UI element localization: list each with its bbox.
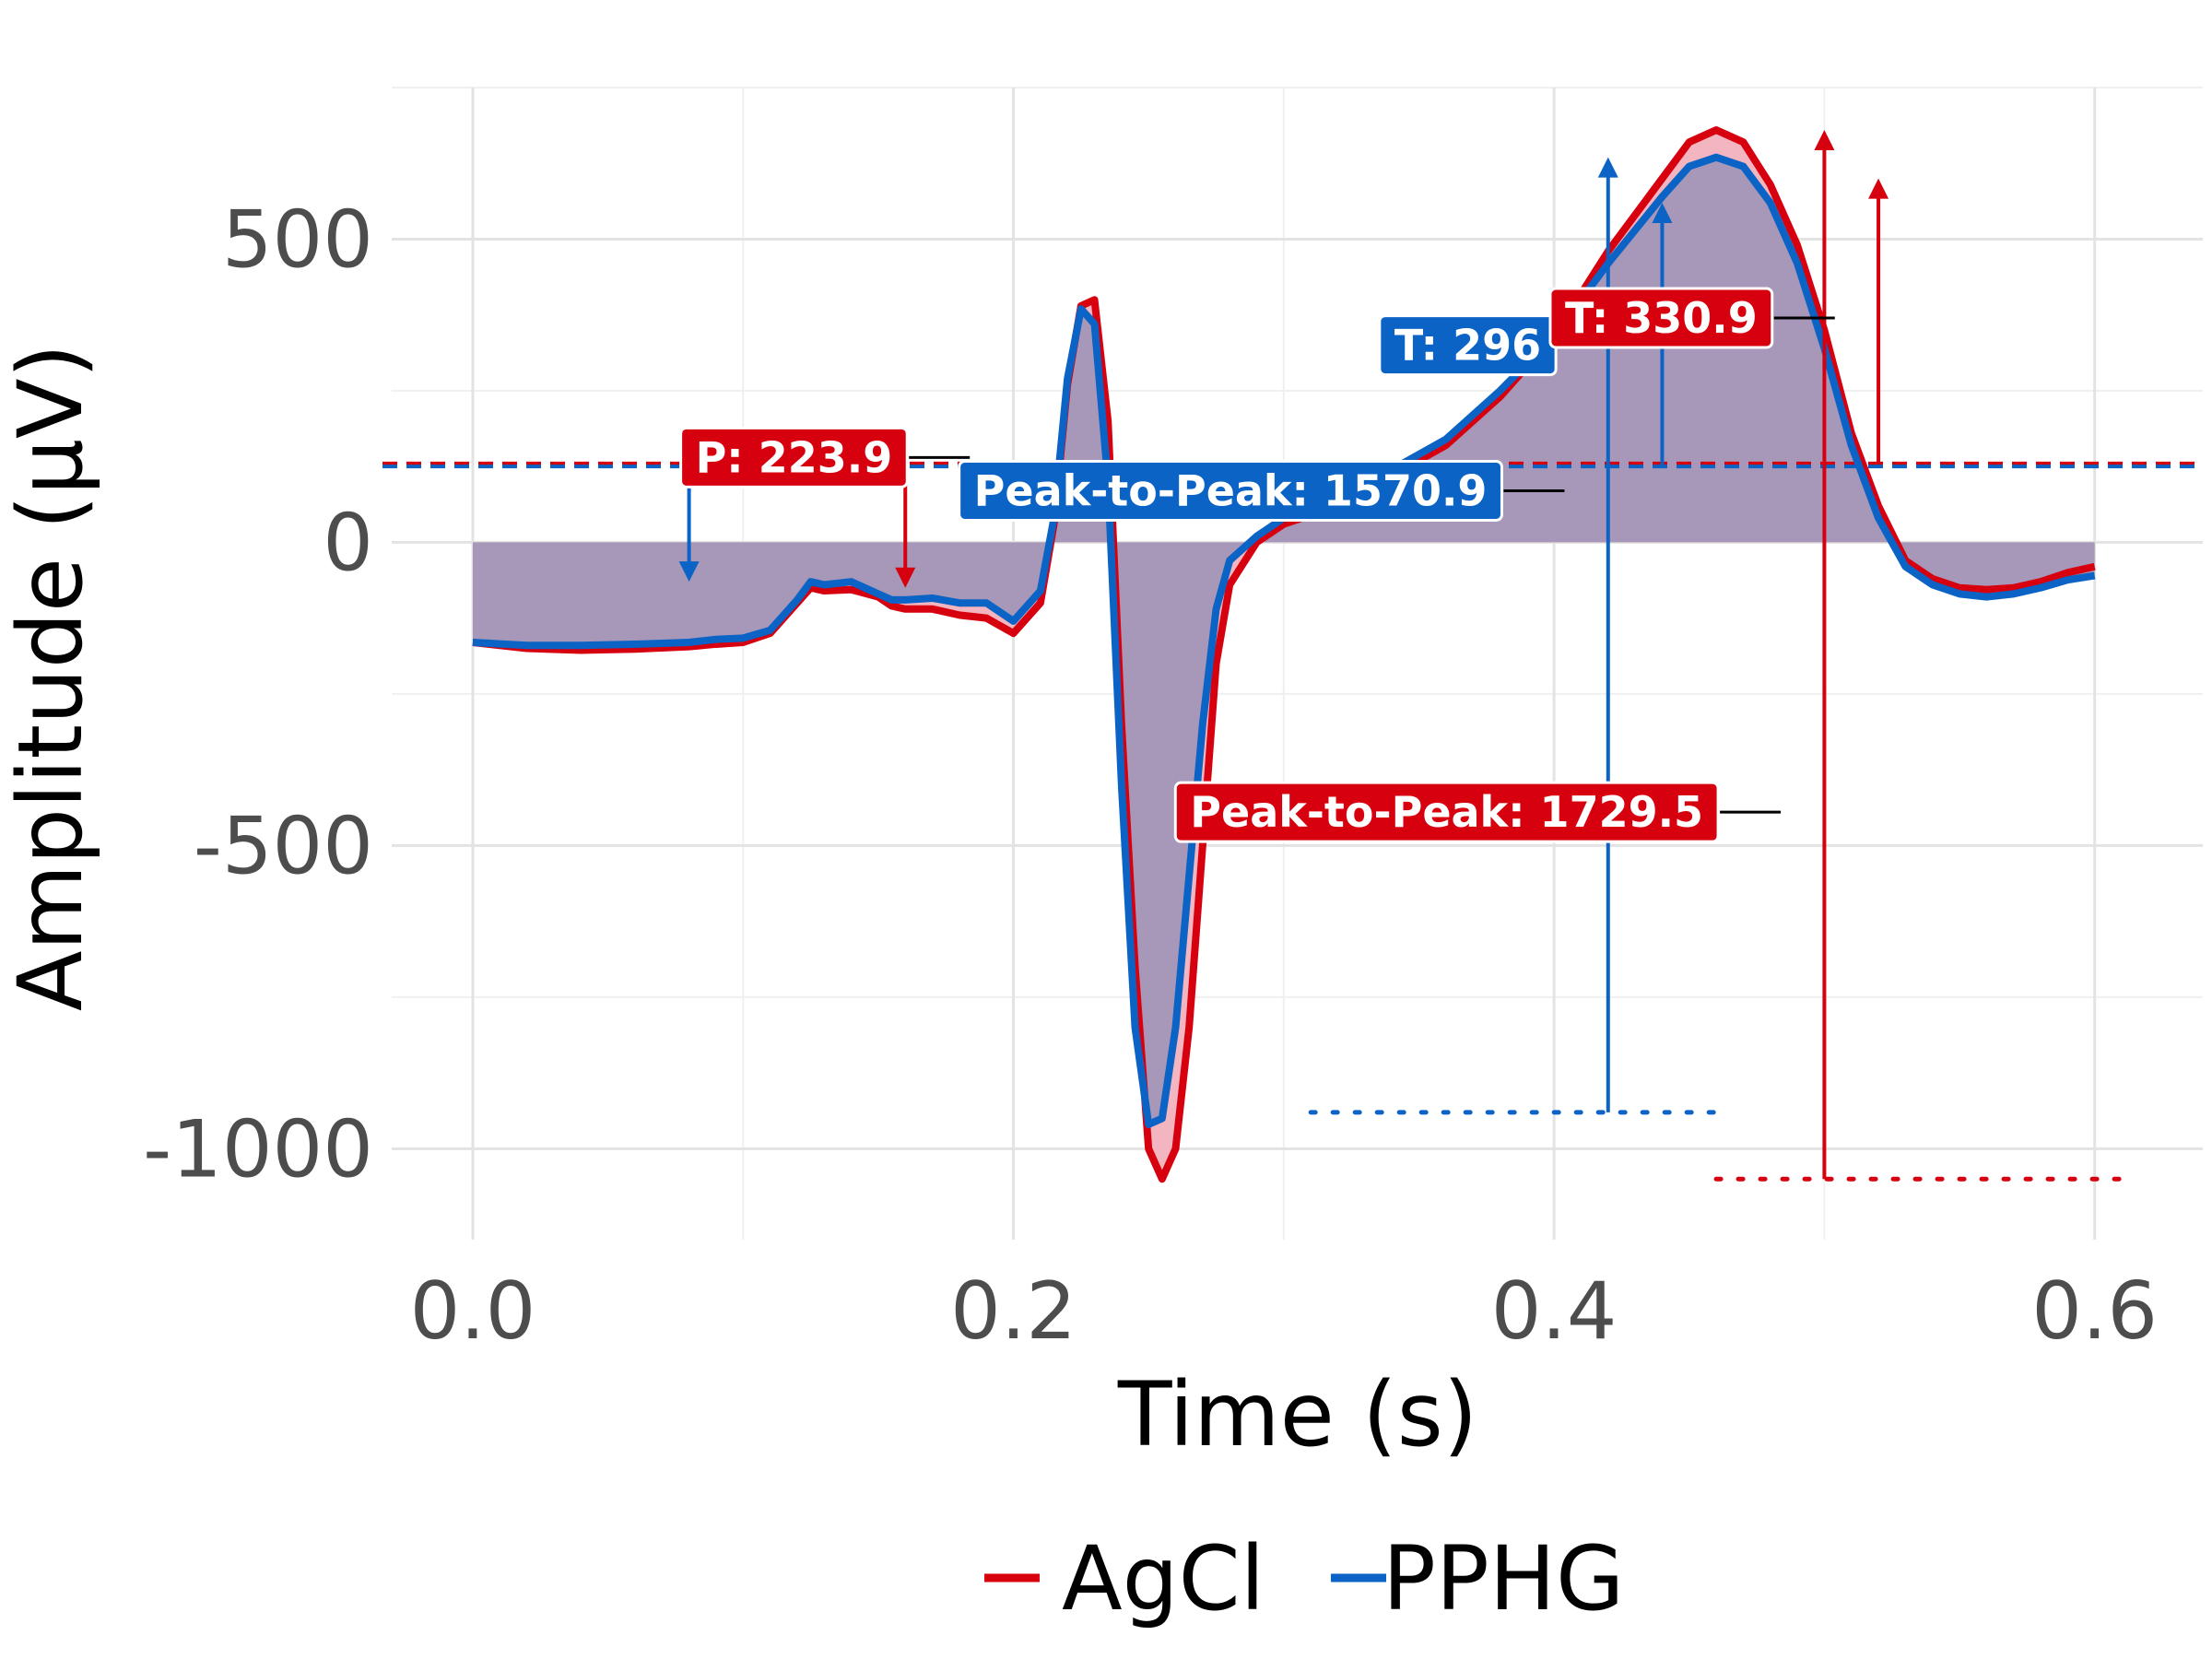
x-axis-title: Time (s) [1117, 1363, 1477, 1466]
legend-agcl-label: AgCl [1062, 1527, 1265, 1630]
annotation-label: T: 296 [1378, 314, 1619, 377]
x-tick-label: 0.2 [950, 1265, 1077, 1358]
arrow-head [678, 561, 700, 582]
y-tick-label: 500 [222, 194, 373, 286]
baseline-lines [382, 461, 2203, 469]
annotation-text: T: 330.9 [1565, 293, 1758, 343]
annotation-label: T: 330.9 [1548, 287, 1835, 349]
arrow-head [1652, 203, 1673, 223]
annotation-box [679, 426, 909, 488]
x-tick-label: 0.4 [1491, 1265, 1618, 1358]
annotation-label: Peak-to-Peak: 1570.9 [958, 460, 1565, 522]
annotation-text: T: 296 [1394, 321, 1541, 371]
legend-pphg-label: PPHG [1382, 1527, 1624, 1630]
agcl-series-line [472, 126, 2096, 1183]
pphg-series-line [472, 153, 2096, 1128]
grid-lines [392, 87, 2203, 1240]
arrow-head [895, 567, 916, 588]
annotation-text: P: 223.9 [696, 432, 893, 482]
annotation-box [1548, 287, 1774, 349]
x-tick-label: 0.6 [2031, 1265, 2158, 1358]
y-axis-title: Amplitude (μV) [0, 344, 102, 1011]
minimum-lines [1308, 1110, 2124, 1182]
x-tick-labels: 0.0 0.2 0.4 0.6 [410, 1265, 2158, 1358]
annotation-box [958, 460, 1503, 522]
y-tick-label: -1000 [143, 1103, 373, 1195]
arrow-head [1814, 130, 1835, 151]
legend: AgCl PPHG [984, 1527, 1624, 1630]
pphg-area-fill [472, 157, 2095, 1124]
annotation-text: Peak-to-Peak: 1570.9 [974, 466, 1488, 516]
signal-series [472, 126, 2096, 1183]
arrow-head [1597, 157, 1618, 178]
annotation-label: Peak-to-Peak: 1729.5 [1173, 781, 1782, 843]
annotation-box [1173, 781, 1720, 843]
arrow-head [1868, 178, 1889, 199]
y-tick-labels: 500 0 -500 -1000 [143, 194, 373, 1195]
y-tick-label: -500 [194, 800, 373, 892]
y-tick-label: 0 [323, 497, 373, 589]
annotation-label: P: 223.9 [679, 426, 971, 488]
annotation-text: Peak-to-Peak: 1729.5 [1190, 787, 1703, 837]
annotation-labels: P: 223.9 T: 296 T: 330.9 Peak-to-Peak: 1570… [679, 287, 1835, 843]
signal-fills [472, 130, 2095, 1180]
x-tick-label: 0.0 [410, 1265, 536, 1358]
